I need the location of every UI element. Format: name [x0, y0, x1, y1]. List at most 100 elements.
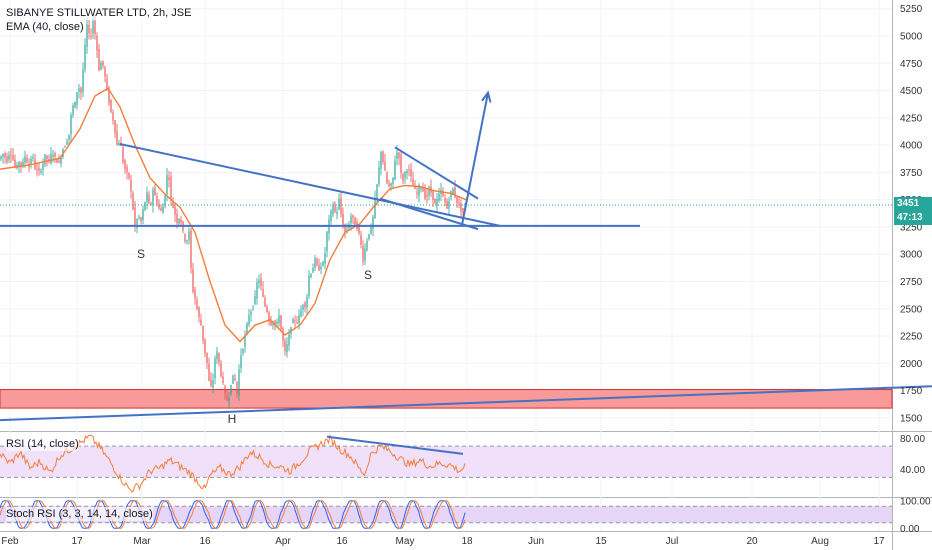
candle-body — [14, 159, 16, 167]
candle-body — [306, 297, 308, 308]
candle-body — [94, 20, 96, 35]
candle-body — [126, 167, 128, 173]
candle-body — [20, 162, 22, 166]
candle-body — [116, 130, 118, 145]
trendline — [119, 143, 501, 227]
candle-body — [362, 246, 364, 262]
candle-body — [130, 179, 132, 192]
candle-body — [388, 183, 390, 187]
candle-body — [44, 154, 46, 165]
candle-body — [50, 153, 52, 164]
candle-body — [264, 298, 266, 307]
candle-body — [164, 195, 166, 207]
candle-body — [240, 355, 242, 368]
candle-body — [76, 92, 78, 106]
countdown-label: 47:13 — [894, 211, 932, 225]
candle-body — [58, 160, 60, 163]
candle-body — [448, 201, 450, 209]
forecast-arrow-head — [481, 90, 492, 103]
candle-body — [214, 358, 216, 379]
candle-body — [150, 203, 152, 205]
pattern-label: S — [364, 268, 372, 282]
candle-body — [386, 172, 388, 184]
candle-body — [354, 217, 356, 225]
candle-body — [252, 307, 254, 309]
candle-body — [266, 306, 268, 313]
candle-body — [460, 203, 462, 212]
candle-body — [140, 217, 142, 222]
candle-body — [56, 159, 58, 163]
candle-body — [144, 202, 146, 211]
candle-body — [162, 206, 164, 214]
x-tick-label: 20 — [746, 536, 758, 547]
candle-body — [432, 190, 434, 200]
candle-body — [320, 266, 322, 270]
candle-body — [30, 158, 32, 165]
candle-body — [0, 156, 2, 160]
candle-body — [274, 320, 276, 326]
candle-body — [74, 101, 76, 108]
x-tick-label: May — [396, 536, 415, 547]
candle-body — [298, 315, 300, 324]
candle-body — [418, 184, 420, 196]
candle-body — [236, 381, 238, 395]
candle-body — [382, 151, 384, 163]
candle-body — [40, 170, 42, 173]
candle-body — [396, 152, 398, 159]
candle-body — [256, 282, 258, 299]
candle-body — [78, 88, 80, 92]
candle-body — [380, 151, 382, 169]
candle-body — [244, 334, 246, 347]
candle-body — [428, 187, 430, 196]
candle-body — [312, 267, 314, 273]
candle-body — [68, 134, 70, 140]
pattern-label: S — [137, 247, 145, 261]
candle-body — [132, 193, 134, 210]
trendlines: S S H — [0, 90, 932, 426]
candle-body — [242, 349, 244, 354]
candle-body — [246, 323, 248, 335]
candle-body — [288, 334, 290, 346]
x-tick-label: Jul — [666, 536, 679, 547]
candle-body — [60, 156, 62, 164]
ema-path — [0, 87, 467, 343]
candle-body — [420, 187, 422, 189]
stoch-panel — [0, 500, 892, 529]
candle-body — [12, 155, 14, 160]
candle-body — [300, 310, 302, 317]
candle-body — [42, 163, 44, 171]
candle-body — [32, 157, 34, 159]
x-tick-label: Feb — [1, 536, 19, 547]
candle-body — [330, 210, 332, 221]
candle-body — [158, 203, 160, 209]
candle-body — [268, 312, 270, 322]
candle-body — [302, 304, 304, 310]
candle-body — [98, 49, 100, 71]
candle-body — [284, 340, 286, 351]
candle-body — [426, 194, 428, 197]
candle-body — [204, 338, 206, 354]
candle-body — [108, 88, 110, 103]
candle-body — [462, 208, 464, 211]
candle-body — [190, 230, 192, 269]
candle-body — [104, 67, 106, 77]
candle-body — [188, 231, 190, 241]
candle-body — [92, 21, 94, 34]
candle-body — [208, 363, 210, 381]
candle-body — [282, 328, 284, 341]
candle-body — [134, 206, 136, 227]
candle-body — [70, 114, 72, 135]
support-zone — [0, 389, 893, 409]
candle-body — [394, 160, 396, 180]
x-tick-label: 16 — [336, 536, 348, 547]
candle-body — [422, 187, 424, 192]
y-tick-label: 1750 — [900, 386, 923, 397]
candle-body — [294, 320, 296, 322]
x-tick-label: Aug — [811, 536, 829, 547]
candle-body — [2, 153, 4, 157]
candle-body — [238, 369, 240, 396]
candle-body — [390, 183, 392, 187]
candle-body — [198, 307, 200, 318]
candle-body — [146, 192, 148, 203]
